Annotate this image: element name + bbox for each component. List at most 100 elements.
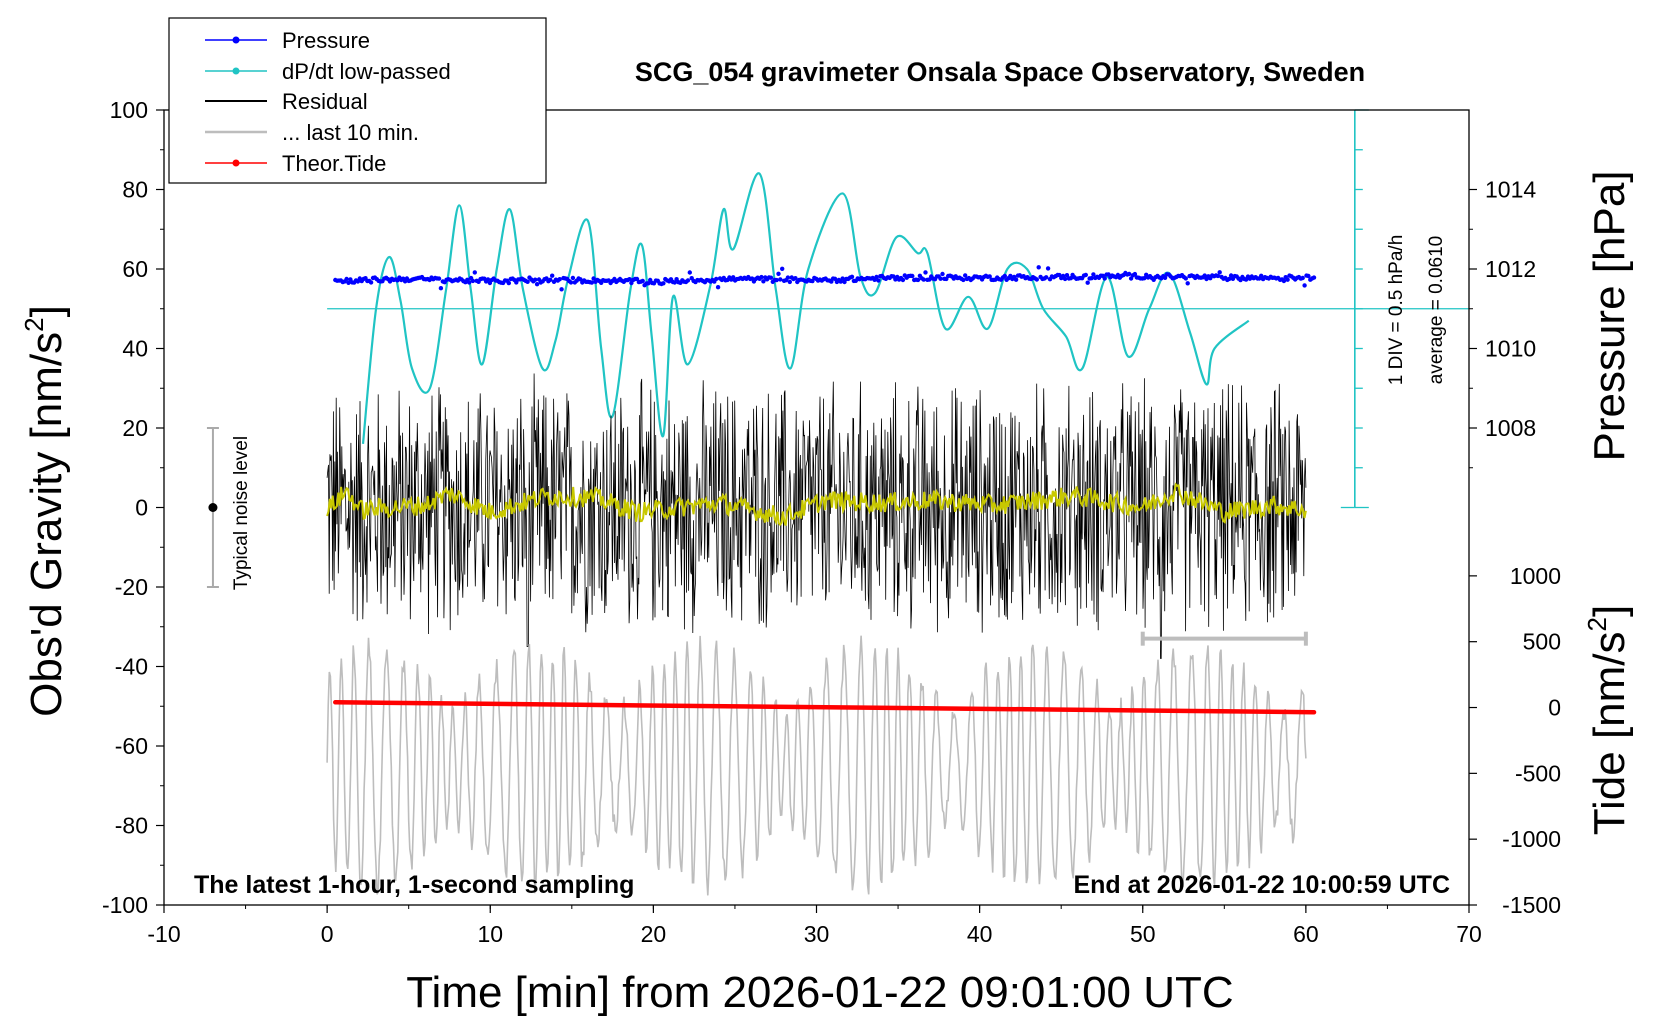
noise-bar-center [208,503,218,512]
pressure-point [1227,276,1232,282]
pressure-point [1215,273,1221,279]
pressure-point [1064,273,1070,278]
axes-layer: -10 0 10 20 30 40 50 60 70-100-80-60-40-20020406… [102,97,1561,947]
pressure-point [787,279,792,285]
x-tick-label: 70 [1456,921,1482,947]
pressure-point [570,275,576,281]
pressure-point [874,274,879,280]
pressure-point [1068,276,1074,281]
pressure-point [557,277,562,282]
x-tick-label: 10 [477,921,503,947]
y-axis-title-left-end: ] [22,305,71,317]
dpdt-layer [361,172,1250,445]
pressure-tick-label: 1014 [1485,177,1536,203]
pressure-point [731,275,736,280]
pressure-point [1183,276,1189,281]
pressure-point [778,277,783,282]
pressure-point [368,280,374,285]
pressure-point [1085,280,1090,285]
pressure-point [568,280,574,285]
noise-level-label: Typical noise level [231,436,252,590]
x-tick-label: 0 [321,921,334,947]
pressure-point [923,270,928,275]
pressure-point [506,280,511,286]
pressure-point [961,277,966,283]
pressure-point [768,275,774,280]
dpdt-curve [361,172,1250,445]
pressure-point [1034,277,1040,282]
x-tick-label: -10 [147,921,180,947]
pressure-point [1228,273,1234,278]
smoothed-residual-curve [326,482,1307,527]
pressure-point [548,277,553,282]
y-axis-title-tide-end: ] [1585,605,1634,617]
y-axis-title-tide-sup: 2 [1582,617,1612,631]
pressure-point [1128,276,1134,281]
x-tick-label: 40 [967,921,993,947]
pressure-point [915,277,921,283]
div-label: 1 DIV = 0.5 hPa/h [1386,235,1407,386]
pressure-point [346,280,351,285]
y-tick-label: -80 [115,813,148,839]
pressure-point [1002,273,1007,279]
pressure-point [1013,277,1019,282]
pressure-point [963,273,968,278]
pressure-point [1302,283,1307,288]
pressure-point [591,276,596,281]
legend-item-pressure: Pressure [205,28,370,53]
pressure-point [1127,271,1132,277]
pressure-point [780,266,785,271]
pressure-point [1300,275,1305,281]
y-tick-label: -60 [115,733,148,759]
pressure-point [1281,278,1287,284]
annotation-end-time: End at 2026-01-22 10:00:59 UTC [1073,871,1450,899]
legend-label-last10: ... last 10 min. [282,120,419,145]
last10-curve [326,635,1307,896]
tide-curve [333,700,1317,715]
pressure-point [685,278,691,283]
pressure-point [1091,272,1096,277]
pressure-point [485,277,491,282]
average-label: average = 0.0610 [1426,236,1447,384]
pressure-point [849,274,855,279]
pressure-point [589,280,594,285]
pressure-point [910,273,915,279]
y-axis-title-left-base: Obs'd Gravity [nm/s [22,332,71,717]
pressure-point [672,280,677,285]
smoothed-layer [326,482,1307,527]
tide-tick-label: 0 [1548,695,1561,721]
pressure-point [1045,266,1051,271]
y-tick-label: 0 [135,495,148,521]
legend-item-dpdt: dP/dt low-passed [205,59,451,84]
tide-tick-label: -500 [1515,760,1561,786]
y-tick-label: -100 [102,892,148,918]
extras-layer [206,109,1469,646]
pressure-point [714,276,719,282]
legend: Pressure dP/dt low-passed Residual ... l… [168,17,547,184]
pressure-point [525,279,530,284]
pressure-point [876,278,881,283]
pressure-point [774,277,779,283]
tide-tick-label: 1000 [1510,563,1561,589]
pressure-tick-label: 1012 [1485,256,1536,282]
legend-label-dpdt: dP/dt low-passed [282,59,451,84]
pressure-point [344,276,349,282]
y-tick-label: 20 [122,415,148,441]
pressure-point [921,277,926,282]
legend-item-last10: ... last 10 min. [205,120,419,145]
pressure-point [472,270,477,275]
pressure-point [661,281,666,286]
pressure-point [715,285,721,290]
legend-dot-tide [232,159,240,167]
y-axis-title-tide-base: Tide [nm/s [1585,631,1634,835]
pressure-point [840,276,845,281]
pressure-point [1259,273,1264,278]
tide-tick-label: -1000 [1502,826,1561,852]
pressure-point [1083,272,1089,278]
legend-dot-pressure [232,36,240,44]
pressure-point [467,280,472,285]
pressure-point [578,277,583,282]
pressure-point [938,276,943,281]
legend-item-residual: Residual [205,89,368,114]
